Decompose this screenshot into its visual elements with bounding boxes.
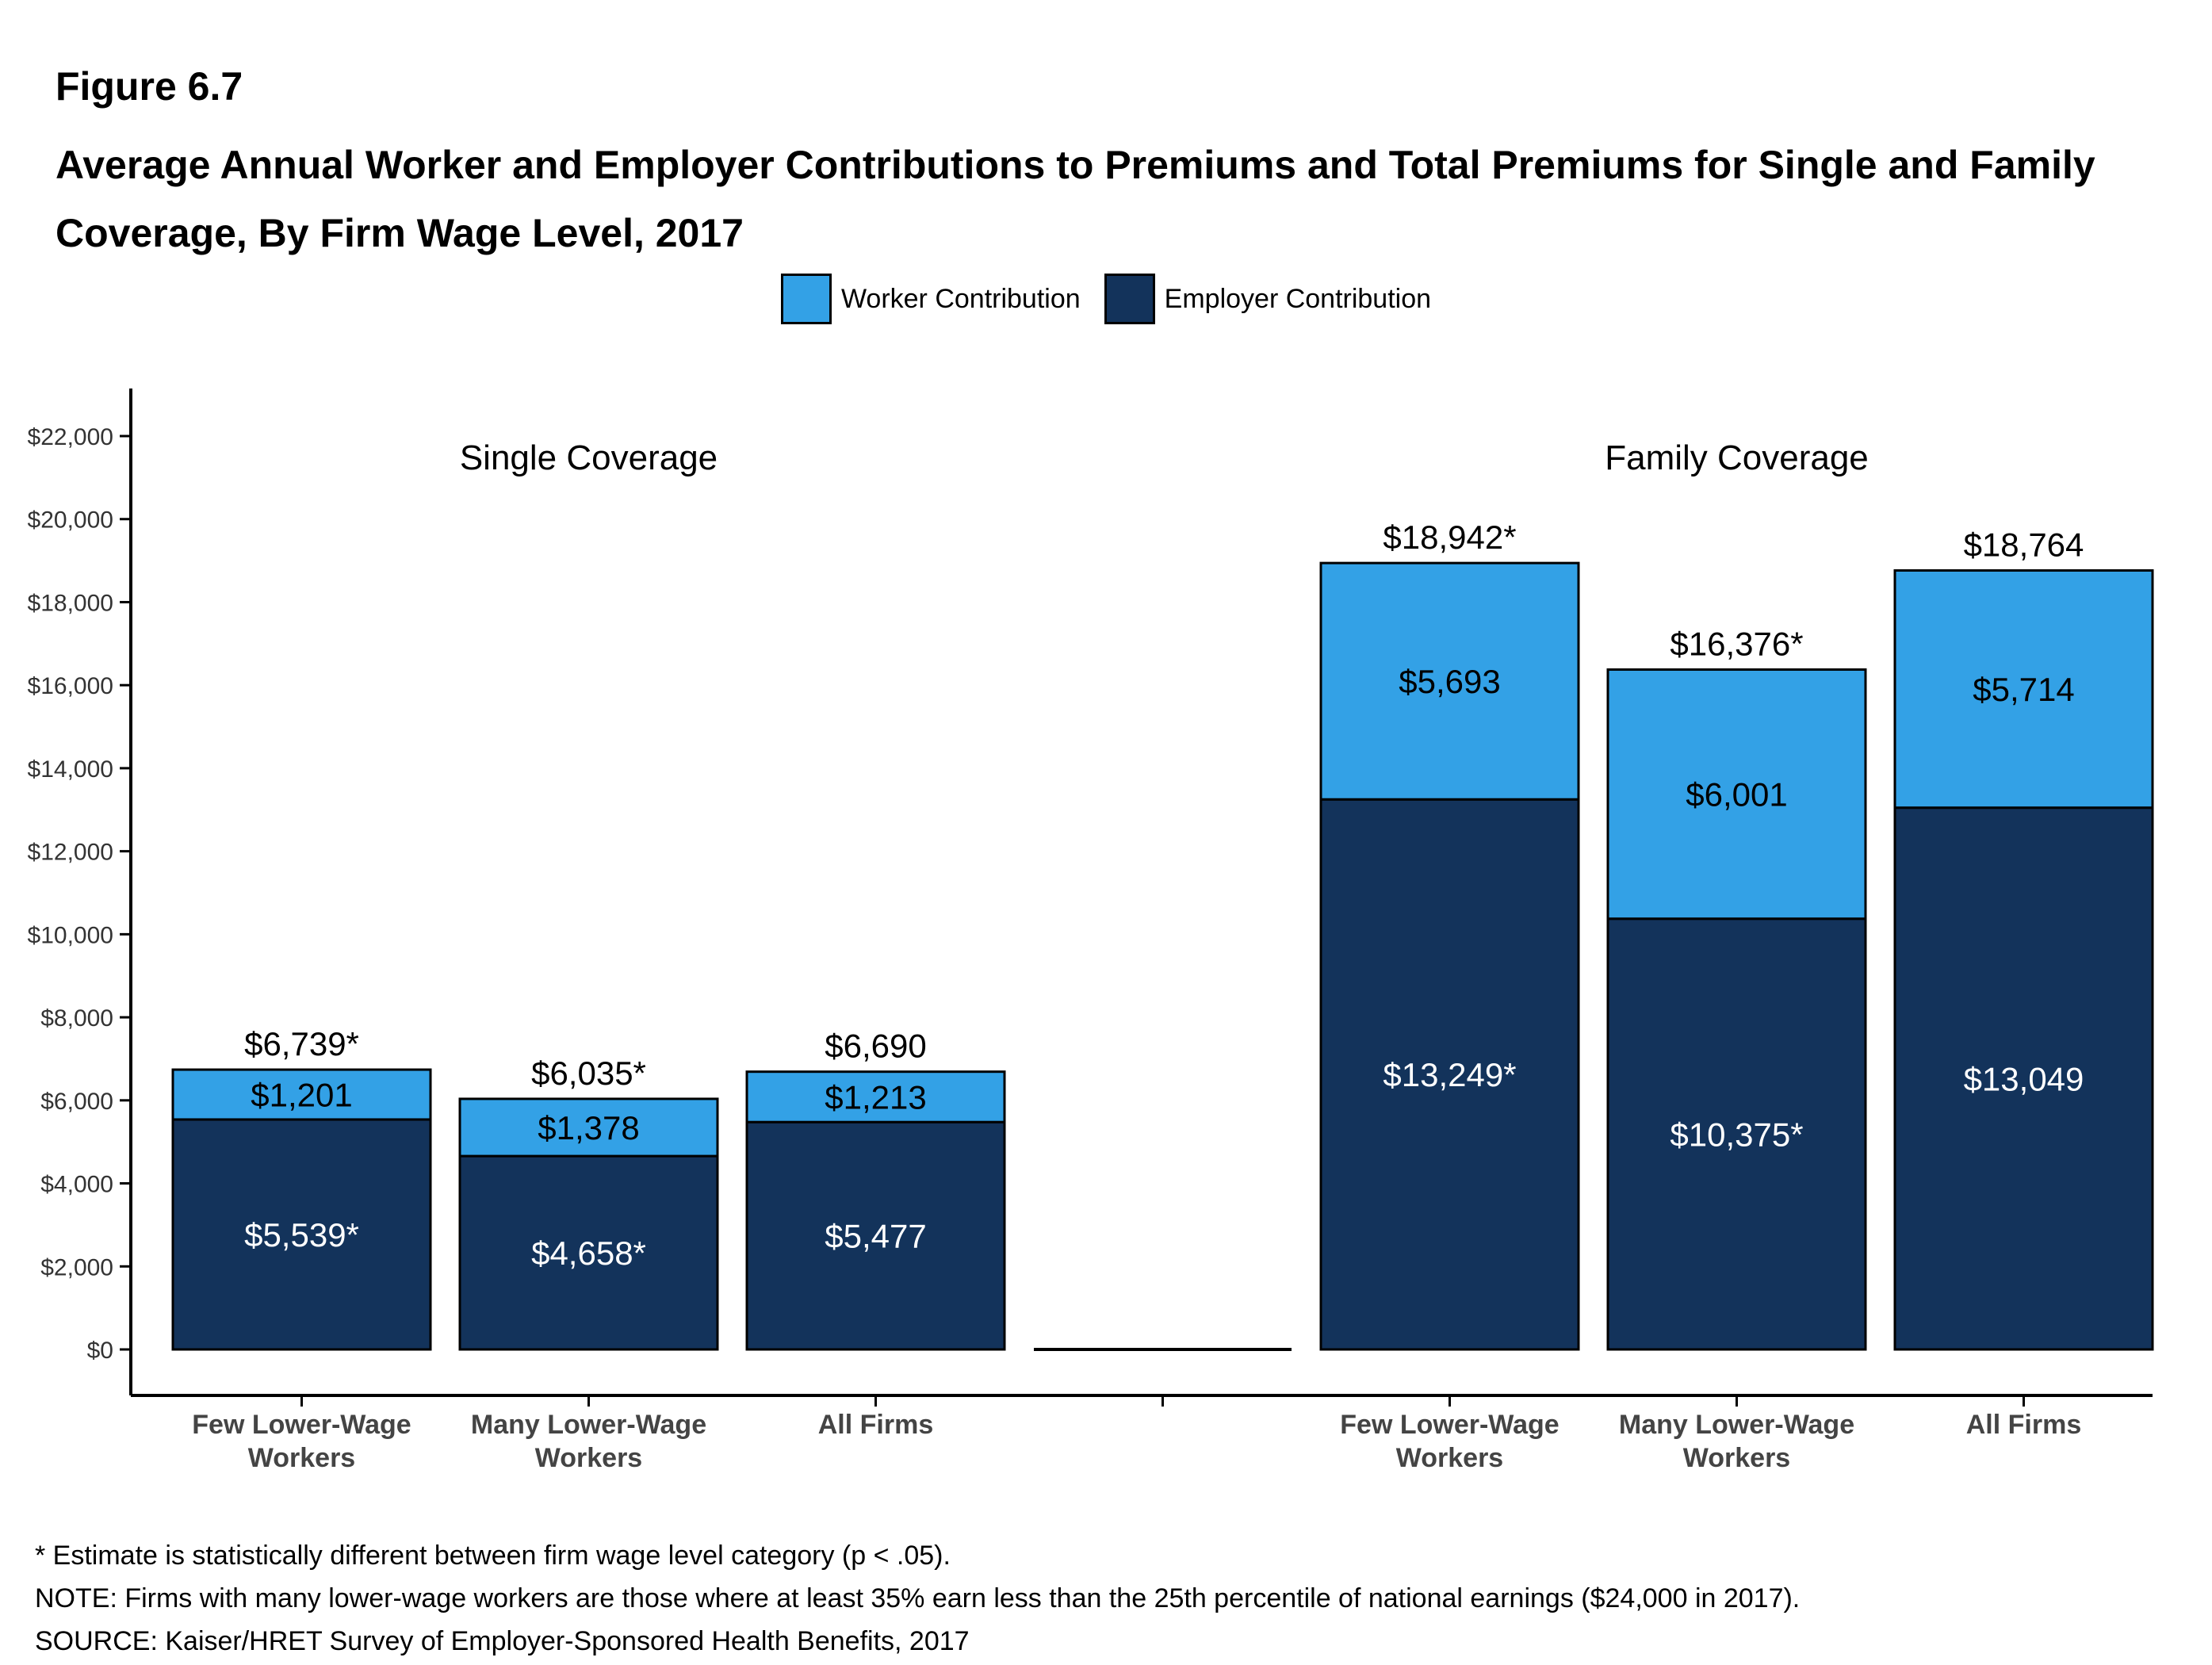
worker-bar xyxy=(1893,569,2154,810)
x-tick-label: Few Lower-Wage xyxy=(1340,1410,1559,1440)
worker-value-label: $1,201 xyxy=(251,1077,352,1114)
employer-value-label: $5,539* xyxy=(244,1216,359,1254)
figure-label: Figure 6.7 xyxy=(55,64,243,109)
y-tick-label: $14,000 xyxy=(28,756,113,783)
legend-item-employer: Employer Contribution xyxy=(1104,274,1431,324)
worker-value-label: $5,714 xyxy=(1973,671,2074,708)
employer-value-label: $13,249* xyxy=(1383,1056,1516,1093)
worker-value-label: $1,378 xyxy=(538,1109,639,1146)
y-tick-label: $16,000 xyxy=(28,673,113,699)
employer-bar xyxy=(458,1154,719,1351)
stacked-bar-chart: $0 $2,000 $4,000 $6,000 $8,000 $10,000 $12,000… xyxy=(28,388,2154,1473)
total-value-label: $6,739* xyxy=(244,1025,359,1062)
employer-bar xyxy=(1893,806,2154,1351)
y-tick-label: $0 xyxy=(87,1338,113,1364)
total-value-label: $6,035* xyxy=(531,1054,646,1092)
employer-bar xyxy=(171,1118,432,1351)
worker-value-label: $6,001 xyxy=(1686,776,1787,813)
x-tick-label: Workers xyxy=(535,1443,642,1473)
footnote-source: SOURCE: Kaiser/HRET Survey of Employer-S… xyxy=(35,1626,970,1656)
y-tick-label: $8,000 xyxy=(40,1005,113,1032)
footnote-significance: * Estimate is statistically different be… xyxy=(35,1541,951,1571)
legend: Worker Contribution Employer Contributio… xyxy=(0,274,2212,324)
x-tick-label: Workers xyxy=(1396,1443,1503,1473)
x-tick-label: Many Lower-Wage xyxy=(1619,1410,1854,1440)
worker-value-label: $5,693 xyxy=(1399,663,1500,700)
employer-value-label: $13,049 xyxy=(1964,1060,2084,1097)
y-tick-label: $2,000 xyxy=(40,1254,113,1280)
worker-bar xyxy=(745,1070,1006,1123)
x-tick-label: Many Lower-Wage xyxy=(471,1410,706,1440)
total-value-label: $18,764 xyxy=(1964,526,2084,563)
legend-swatch-worker xyxy=(780,274,832,324)
chart-title: Average Annual Worker and Employer Contr… xyxy=(55,143,2095,255)
panel-label: Single Coverage xyxy=(460,438,718,477)
legend-swatch-employer xyxy=(1104,274,1155,324)
x-tick-label: All Firms xyxy=(818,1410,933,1440)
total-value-label: $16,376* xyxy=(1670,625,1803,662)
legend-label-employer: Employer Contribution xyxy=(1164,283,1432,314)
employer-bar xyxy=(745,1120,1006,1351)
footnotes: * Estimate is statistically different be… xyxy=(35,1534,1800,1663)
employer-value-label: $5,477 xyxy=(825,1218,926,1255)
worker-bar xyxy=(458,1097,719,1158)
worker-bar xyxy=(1606,668,1867,921)
y-tick-label: $6,000 xyxy=(40,1089,113,1115)
worker-bar xyxy=(1319,561,1580,801)
x-tick-label: Workers xyxy=(1683,1443,1790,1473)
x-tick-label: Workers xyxy=(248,1443,355,1473)
employer-bar xyxy=(1606,917,1867,1351)
y-tick-label: $18,000 xyxy=(28,590,113,616)
footnote-note: NOTE: Firms with many lower-wage workers… xyxy=(35,1583,1801,1613)
worker-bar xyxy=(171,1068,432,1121)
y-tick-label: $10,000 xyxy=(28,922,113,948)
y-tick-label: $22,000 xyxy=(28,424,113,450)
total-value-label: $6,690 xyxy=(825,1028,926,1065)
employer-value-label: $10,375* xyxy=(1670,1116,1803,1153)
x-tick-label: Few Lower-Wage xyxy=(192,1410,411,1440)
total-value-label: $18,942* xyxy=(1383,519,1516,556)
y-tick-label: $20,000 xyxy=(28,507,113,534)
y-tick-label: $4,000 xyxy=(40,1172,113,1198)
worker-value-label: $1,213 xyxy=(825,1078,926,1116)
y-tick-label: $12,000 xyxy=(28,840,113,866)
x-tick-label: All Firms xyxy=(1966,1410,2081,1440)
employer-value-label: $4,658* xyxy=(531,1234,646,1272)
legend-label-worker: Worker Contribution xyxy=(840,283,1081,314)
employer-bar xyxy=(1319,798,1580,1351)
legend-item-worker: Worker Contribution xyxy=(780,274,1081,324)
panel-label: Family Coverage xyxy=(1605,438,1869,477)
